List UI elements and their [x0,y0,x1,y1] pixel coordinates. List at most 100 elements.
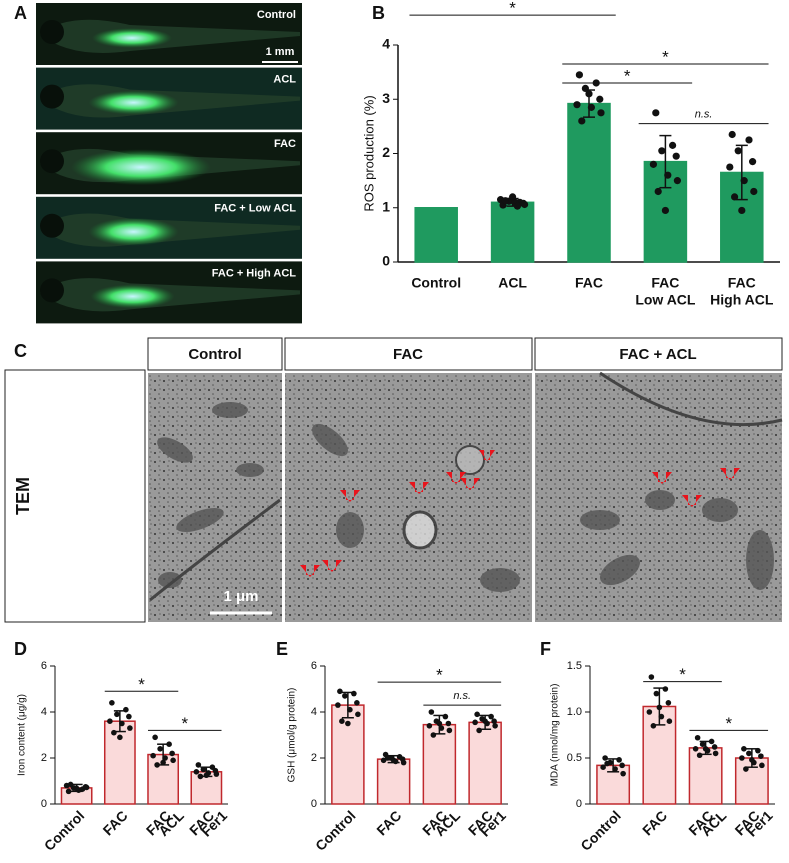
data-point [696,752,703,759]
data-point [749,757,755,763]
panel-label: B [372,3,385,23]
data-point [430,732,437,738]
panel-label: E [276,639,288,659]
x-tick-label: FAC [728,275,756,291]
fish-label: ACL [273,74,296,86]
fish-eye [40,278,64,303]
data-point [711,744,718,750]
data-point [117,734,123,741]
data-point [734,147,742,155]
data-point [745,136,753,144]
data-point [746,750,752,757]
data-point [585,90,593,98]
data-point [436,720,443,727]
data-point [650,723,657,729]
error-bar [735,144,748,201]
y-tick-label: 4 [41,706,47,718]
data-point [390,757,397,764]
data-point [619,762,625,769]
data-point [726,163,734,171]
data-point [666,718,673,724]
fish-label: FAC + Low ACL [214,203,296,215]
data-point [653,690,660,697]
y-tick-label: 2 [382,144,390,160]
data-point [708,738,715,745]
data-point [474,711,480,718]
significance-label: n.s. [695,109,713,121]
data-point [152,734,158,741]
bar [376,758,411,805]
data-point [170,757,176,764]
data-point [154,762,160,768]
significance-label: * [509,0,516,18]
data-point [649,160,658,168]
data-point [612,766,618,772]
data-point [169,750,175,757]
y-axis-label: GSH (μmol/g protein) [287,688,298,783]
x-tick-label: Control [411,275,461,291]
x-tick-label: FAC [639,807,670,838]
data-point [83,784,90,791]
tem-label-box [4,369,146,623]
y-tick-label: 0.5 [567,752,582,764]
y-tick-label: 1 [382,198,390,214]
significance-label: * [181,714,188,733]
data-point [575,71,584,79]
tem-label: TEM [13,477,33,515]
data-point [67,781,74,788]
data-point [658,147,666,155]
scale-label: 1 μm [223,588,258,605]
data-point [339,718,345,724]
fish-label: Control [257,9,296,21]
data-point [728,130,736,139]
data-point [337,688,343,695]
data-point [347,706,353,713]
data-point [692,746,699,752]
data-point [694,734,701,741]
data-point [127,725,133,731]
data-point [521,200,529,209]
data-point [107,718,113,724]
data-point [472,719,478,726]
fish-gut [71,149,211,186]
data-point [665,700,672,706]
significance-label: n.s. [453,690,471,702]
data-point [351,690,357,697]
data-point [664,171,672,179]
fish-eye [40,213,64,238]
y-tick-label: 0 [41,798,47,810]
significance-label: * [662,47,669,66]
data-point [656,704,663,711]
data-point [213,771,220,777]
data-point [197,773,204,780]
tem-header-box [534,337,783,371]
y-tick-label: 1.0 [567,706,582,718]
data-point [384,755,391,761]
y-tick-label: 0 [382,253,390,269]
data-point [750,187,758,196]
data-point [491,718,497,724]
significance-label: * [436,666,443,685]
tem-header-box [147,337,283,371]
data-point [587,103,596,111]
significance-label: * [624,66,631,85]
data-point [123,706,129,713]
bar [688,747,723,805]
x-tick-label: FAC [100,807,131,838]
data-point [65,788,72,795]
data-point [166,741,172,747]
panel-label: A [14,3,27,23]
panel-label: D [14,639,27,659]
y-tick-label: 1.5 [567,660,582,672]
data-point [652,109,660,117]
data-point [492,723,498,729]
panel-label: C [14,341,27,361]
error-bar [659,134,672,189]
data-point [673,177,682,185]
data-point [476,727,482,734]
data-point [602,755,608,761]
data-point [740,177,748,185]
data-point [200,766,207,773]
significance-label: * [679,665,686,684]
data-point [109,700,115,706]
